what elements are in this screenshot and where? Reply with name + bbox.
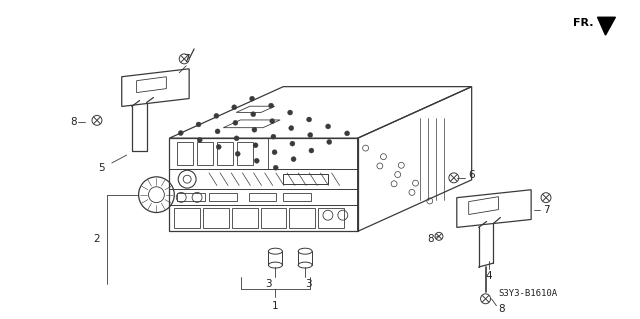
Circle shape xyxy=(309,148,314,153)
Circle shape xyxy=(254,158,259,163)
Polygon shape xyxy=(598,17,616,35)
Text: 1: 1 xyxy=(272,301,278,311)
Circle shape xyxy=(214,113,219,118)
Circle shape xyxy=(236,152,240,156)
Bar xyxy=(289,208,315,228)
Text: 3: 3 xyxy=(265,279,272,289)
Circle shape xyxy=(290,141,295,146)
Bar xyxy=(203,208,229,228)
Circle shape xyxy=(233,120,238,125)
Bar xyxy=(174,208,200,228)
Circle shape xyxy=(234,136,239,141)
Circle shape xyxy=(216,145,221,149)
Bar xyxy=(260,208,286,228)
Circle shape xyxy=(272,150,277,155)
Circle shape xyxy=(273,165,278,170)
Circle shape xyxy=(287,110,292,115)
Text: FR.: FR. xyxy=(573,18,593,28)
Text: 7: 7 xyxy=(183,54,189,64)
Circle shape xyxy=(307,117,312,122)
Text: 3: 3 xyxy=(305,279,312,289)
Circle shape xyxy=(215,129,220,134)
Circle shape xyxy=(179,130,183,136)
Circle shape xyxy=(269,103,273,108)
Circle shape xyxy=(196,122,201,127)
Bar xyxy=(197,142,213,165)
Text: 8: 8 xyxy=(70,117,77,127)
Bar xyxy=(177,142,193,165)
Text: 2: 2 xyxy=(93,234,100,244)
Circle shape xyxy=(327,139,332,145)
Circle shape xyxy=(291,157,296,162)
Circle shape xyxy=(252,127,257,132)
Bar xyxy=(284,193,311,201)
Circle shape xyxy=(289,126,294,130)
Bar xyxy=(237,142,253,165)
Circle shape xyxy=(326,124,331,129)
Text: 6: 6 xyxy=(468,170,476,180)
Bar xyxy=(248,193,276,201)
Bar xyxy=(209,193,237,201)
Bar xyxy=(177,193,205,201)
Bar xyxy=(318,208,344,228)
Circle shape xyxy=(250,96,255,101)
Circle shape xyxy=(344,131,349,136)
Text: 8: 8 xyxy=(499,304,505,314)
Text: 7: 7 xyxy=(543,204,549,215)
Circle shape xyxy=(253,143,258,148)
Bar xyxy=(284,174,328,184)
Circle shape xyxy=(308,132,313,137)
Bar xyxy=(232,208,257,228)
Text: S3Y3-B1610A: S3Y3-B1610A xyxy=(499,289,557,298)
Circle shape xyxy=(232,105,237,110)
Circle shape xyxy=(271,134,276,139)
Circle shape xyxy=(197,137,202,143)
Text: 4: 4 xyxy=(485,271,492,281)
Bar xyxy=(217,142,233,165)
Text: 5: 5 xyxy=(99,163,105,173)
Text: 8: 8 xyxy=(428,234,434,244)
Circle shape xyxy=(270,119,275,124)
Circle shape xyxy=(251,112,256,117)
